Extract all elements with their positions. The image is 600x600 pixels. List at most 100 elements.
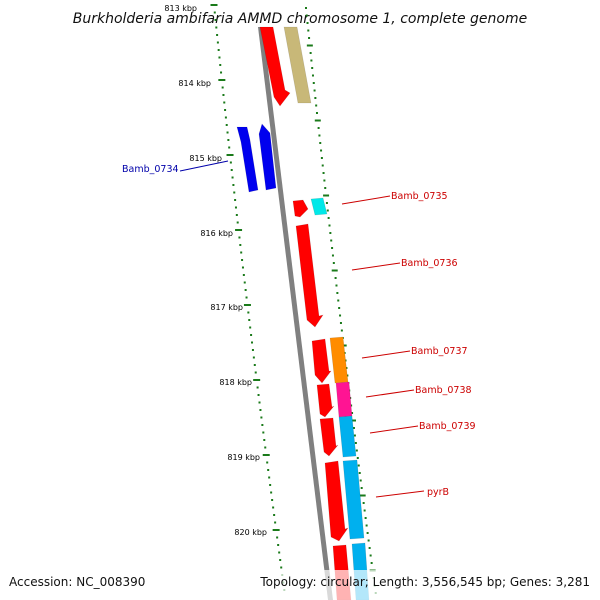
left-scale-minor-tick xyxy=(271,499,274,501)
right-scale-minor-tick xyxy=(327,217,330,219)
right-scale-major-tick xyxy=(349,419,356,422)
left-scale-minor-tick xyxy=(229,161,232,164)
right-scale-minor-tick xyxy=(326,209,329,212)
kbp-label-820: 820 kbp xyxy=(234,528,267,537)
left-scale-minor-tick xyxy=(277,544,280,546)
right-scale-major-tick xyxy=(306,44,313,47)
right-scale-minor-tick xyxy=(309,52,312,54)
kbp-label-814: 814 kbp xyxy=(178,79,211,88)
right-scale-minor-tick xyxy=(307,29,310,32)
gene-label-bamb0736[interactable]: Bamb_0736 xyxy=(401,258,458,269)
right-scale-minor-tick xyxy=(360,487,363,489)
gene-box-bamb0735-cyan[interactable] xyxy=(310,197,328,216)
left-scale-minor-tick xyxy=(253,364,256,366)
right-scale-minor-tick xyxy=(320,149,323,152)
left-scale-minor-tick xyxy=(217,49,220,51)
right-scale-minor-tick xyxy=(337,299,340,302)
gene-arrow-bamb0734-b[interactable] xyxy=(258,123,277,191)
right-scale-minor-tick xyxy=(334,277,337,279)
gene-label-bamb0734[interactable]: Bamb_0734 xyxy=(122,164,179,175)
right-scale-minor-tick xyxy=(336,292,339,294)
left-scale-minor-tick xyxy=(241,259,244,261)
gene-box-bamb0738-magenta[interactable] xyxy=(335,381,353,418)
left-scale-minor-tick xyxy=(234,199,237,201)
gene-arrow-pyrb[interactable] xyxy=(324,460,349,542)
left-scale-minor-tick xyxy=(256,386,259,389)
kbp-label-815: 815 kbp xyxy=(189,154,222,163)
left-scale-minor-tick xyxy=(278,551,281,554)
leader-bamb0736 xyxy=(351,262,401,271)
right-scale-minor-tick xyxy=(317,127,320,129)
right-scale-minor-tick xyxy=(328,224,331,227)
left-scale-minor-tick xyxy=(234,206,237,209)
left-scale-minor-tick xyxy=(261,424,264,426)
gene-arrow-bamb0739[interactable] xyxy=(319,417,339,457)
gene-arrow-bamb0736[interactable] xyxy=(295,223,324,328)
left-scale-minor-tick xyxy=(218,56,221,59)
left-scale-minor-tick xyxy=(273,514,276,516)
left-scale-minor-tick xyxy=(223,101,226,104)
right-scale-minor-tick xyxy=(366,532,369,534)
right-scale-minor-tick xyxy=(338,307,341,309)
left-scale-minor-tick xyxy=(233,191,236,194)
topology-text: Topology: circular; Length: 3,556,545 bp… xyxy=(259,575,590,589)
right-scale-minor-tick xyxy=(305,14,308,17)
left-scale-minor-tick xyxy=(269,484,272,486)
gene-box-bamb0737-orange[interactable] xyxy=(329,336,349,384)
gene-label-bamb0737[interactable]: Bamb_0737 xyxy=(411,346,468,357)
kbp-label-816: 816 kbp xyxy=(200,229,233,238)
left-scale-minor-tick xyxy=(215,26,218,29)
gene-label-pyrb[interactable]: pyrB xyxy=(427,487,449,498)
left-scale-minor-tick xyxy=(258,401,261,404)
right-scale-minor-tick xyxy=(367,539,370,542)
right-scale-major-tick xyxy=(359,494,366,497)
left-scale-minor-tick xyxy=(226,131,229,134)
left-scale-minor-tick xyxy=(276,536,279,539)
right-scale-major-tick xyxy=(323,194,330,197)
right-scale-minor-tick xyxy=(357,464,360,467)
kbp-label-818: 818 kbp xyxy=(219,378,252,387)
right-scale-minor-tick xyxy=(339,322,342,324)
kbp-label-819: 819 kbp xyxy=(227,453,260,462)
right-scale-minor-tick xyxy=(323,179,326,182)
gene-box-pyrb-skyblue[interactable] xyxy=(342,459,365,540)
left-scale-minor-tick xyxy=(244,289,247,291)
gene-label-bamb0739[interactable]: Bamb_0739 xyxy=(419,421,476,432)
right-scale-minor-tick xyxy=(363,509,366,512)
right-scale-minor-tick xyxy=(321,164,324,167)
right-scale-minor-tick xyxy=(320,157,323,159)
chromosome-backbone xyxy=(258,27,333,600)
left-scale-minor-tick xyxy=(239,244,242,246)
gene-box-bamb0739-skyblue[interactable] xyxy=(338,415,357,458)
gene-labels: Bamb_0734 Bamb_0735 Bamb_0736 Bamb_0737 … xyxy=(122,160,476,498)
map-title: Burkholderia ambifaria AMMD chromosome 1… xyxy=(73,11,527,27)
right-scale-minor-tick xyxy=(370,562,373,564)
gene-arrow-bamb0734-a[interactable] xyxy=(236,126,259,193)
right-scale-minor-tick xyxy=(346,374,349,377)
right-scale-minor-tick xyxy=(332,262,335,264)
gene-arrow-red-top[interactable] xyxy=(259,26,291,107)
left-scale-minor-tick xyxy=(248,319,251,321)
left-scale-minor-tick xyxy=(216,41,219,44)
left-scale-major-tick xyxy=(226,154,234,156)
gene-features xyxy=(236,26,370,600)
left-scale-minor-tick xyxy=(268,476,271,479)
gene-arrow-bamb0737[interactable] xyxy=(311,338,332,384)
gene-arrow-bamb0735-a[interactable] xyxy=(292,199,309,218)
right-scale-minor-tick xyxy=(318,134,321,137)
left-scale-major-tick xyxy=(272,529,280,531)
right-scale-minor-tick xyxy=(369,554,372,557)
left-scale-minor-tick xyxy=(272,506,275,509)
gene-box-olive-top[interactable] xyxy=(283,26,312,104)
left-scale-minor-tick xyxy=(267,469,270,471)
gene-label-bamb0738[interactable]: Bamb_0738 xyxy=(415,385,472,396)
right-scale-minor-tick xyxy=(329,232,332,234)
left-scale-minor-tick xyxy=(240,251,243,254)
gene-label-bamb0735[interactable]: Bamb_0735 xyxy=(391,191,448,202)
left-scale-minor-tick xyxy=(231,176,234,179)
left-scale-minor-tick xyxy=(251,341,254,344)
left-scale-minor-tick xyxy=(213,11,216,14)
left-scale-major-tick xyxy=(218,79,226,81)
left-scale-major-tick xyxy=(210,4,218,6)
gene-arrow-bamb0738[interactable] xyxy=(316,383,335,418)
